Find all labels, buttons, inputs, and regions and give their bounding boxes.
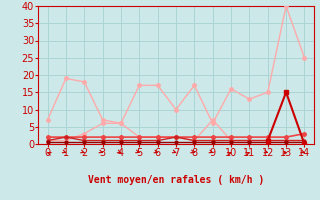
X-axis label: Vent moyen/en rafales ( km/h ): Vent moyen/en rafales ( km/h ) xyxy=(88,175,264,185)
